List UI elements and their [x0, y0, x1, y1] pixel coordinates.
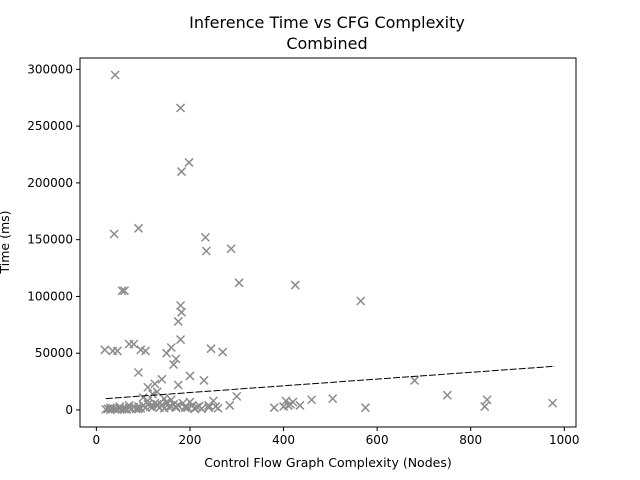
data-point	[269, 403, 279, 413]
plot-frame	[79, 57, 577, 428]
data-point	[295, 400, 305, 410]
x-tick-label: 400	[272, 433, 295, 447]
data-point	[177, 307, 187, 317]
data-point	[138, 392, 148, 403]
data-point	[105, 403, 115, 413]
data-point	[225, 400, 235, 410]
data-point	[173, 316, 183, 326]
y-axis-label: Time (ms)	[0, 210, 12, 274]
data-point	[201, 246, 211, 256]
data-point	[162, 398, 172, 408]
data-point	[100, 345, 110, 355]
data-point	[147, 389, 158, 399]
scatter-points	[100, 70, 558, 415]
data-point	[176, 103, 186, 113]
y-tick-label: 200000	[27, 176, 73, 190]
data-point	[218, 347, 228, 357]
data-point	[157, 374, 167, 384]
chart-subtitle: Combined	[286, 34, 367, 53]
data-point	[166, 395, 176, 405]
data-point	[152, 399, 162, 409]
data-point	[281, 396, 291, 406]
data-point	[226, 244, 236, 254]
y-tick-label: 150000	[27, 233, 73, 247]
data-point	[117, 286, 127, 296]
data-point	[279, 402, 289, 412]
data-point	[286, 399, 296, 409]
y-tick-label: 50000	[35, 346, 73, 360]
data-point	[548, 398, 558, 408]
y-tick-label: 300000	[27, 62, 73, 76]
data-point	[328, 394, 338, 404]
data-point	[232, 391, 242, 401]
data-point	[177, 167, 187, 177]
data-point	[169, 360, 179, 370]
data-point	[307, 395, 317, 405]
data-point	[200, 232, 210, 242]
data-point	[410, 375, 420, 385]
data-point	[199, 375, 209, 385]
data-point	[133, 223, 144, 233]
data-point	[206, 344, 216, 354]
trend-line-group	[105, 365, 555, 400]
data-point	[183, 403, 193, 413]
data-point	[110, 70, 120, 80]
y-axis: 0 50000 100000 150000 200000 250000 300000	[27, 62, 80, 417]
data-point	[185, 397, 195, 407]
data-point	[204, 403, 214, 413]
data-point	[360, 403, 370, 413]
data-point	[190, 404, 200, 414]
x-axis-label: Control Flow Graph Complexity (Nodes)	[204, 455, 451, 470]
data-point	[112, 346, 122, 356]
data-point	[176, 335, 186, 345]
data-point	[184, 157, 194, 167]
data-point	[109, 229, 119, 239]
data-point	[185, 371, 195, 381]
data-point	[119, 286, 129, 296]
chart-title: Inference Time vs CFG Complexity	[189, 13, 465, 32]
data-point	[171, 402, 181, 412]
y-tick-label: 0	[65, 403, 73, 417]
data-point	[290, 280, 300, 290]
data-point	[150, 379, 160, 389]
data-point	[124, 400, 134, 410]
data-point	[145, 402, 155, 412]
data-point	[213, 403, 223, 413]
x-tick-label: 800	[459, 433, 482, 447]
data-point	[173, 400, 183, 410]
x-tick-label: 200	[179, 433, 202, 447]
y-tick-label: 100000	[27, 289, 73, 303]
data-point	[204, 400, 214, 410]
data-point	[143, 396, 153, 406]
data-point	[480, 402, 490, 412]
data-point	[133, 404, 144, 414]
data-point	[171, 354, 181, 364]
data-point	[143, 382, 153, 392]
x-tick-label: 1000	[549, 433, 580, 447]
data-point	[166, 342, 176, 353]
data-point	[197, 404, 207, 414]
data-point	[173, 380, 183, 390]
y-tick-label: 250000	[27, 119, 73, 133]
data-point	[115, 402, 125, 412]
x-axis: 0 200 400 600 800 1000	[93, 427, 580, 447]
data-point	[442, 390, 452, 400]
data-point	[482, 395, 492, 405]
data-point	[140, 346, 151, 356]
trend-line	[105, 365, 555, 400]
data-point	[129, 339, 139, 349]
data-point	[356, 296, 366, 306]
x-tick-label: 0	[93, 433, 101, 447]
data-point	[133, 367, 144, 378]
data-point	[234, 278, 244, 288]
x-tick-label: 600	[366, 433, 389, 447]
